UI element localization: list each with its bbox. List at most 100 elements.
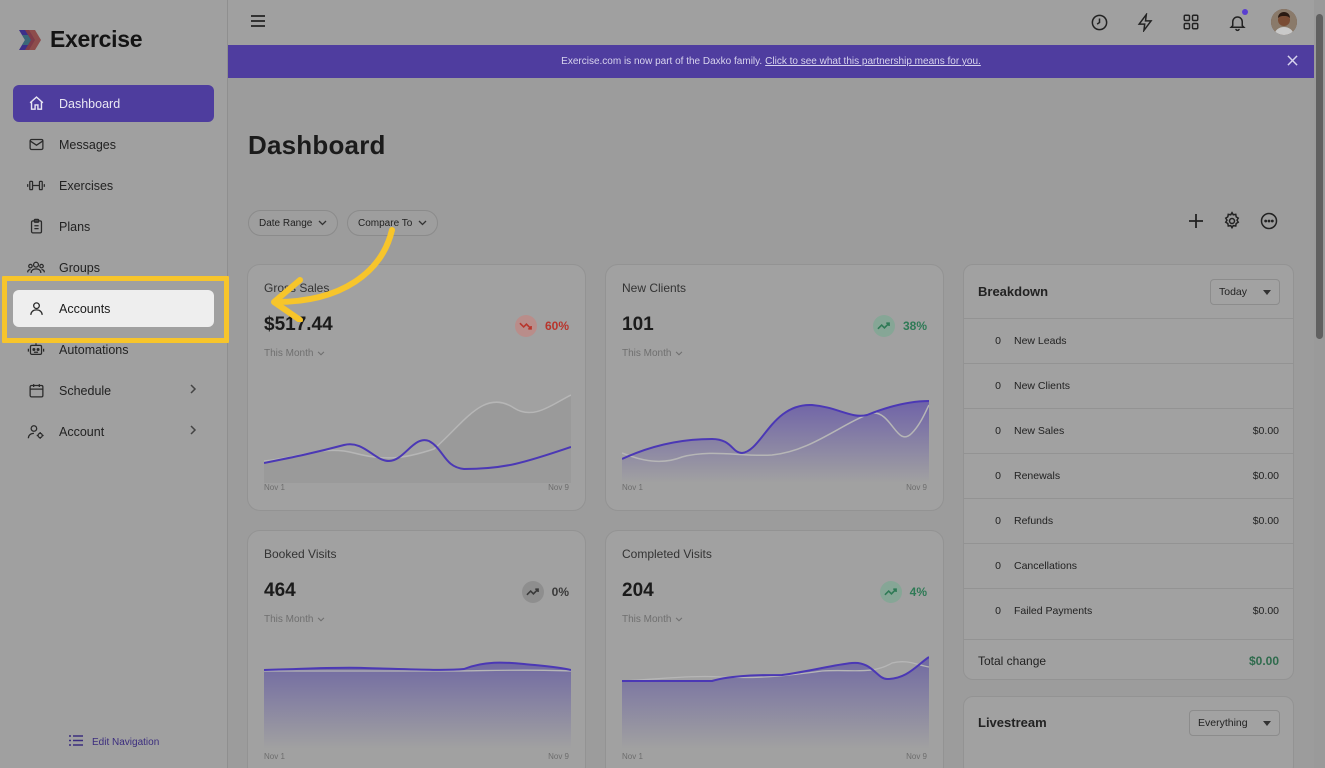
total-amount: $0.00	[1248, 653, 1279, 668]
home-icon	[27, 95, 45, 113]
chevron-down-icon	[676, 617, 683, 622]
row-label: New Leads	[1014, 335, 1067, 347]
x-axis-start: Nov 1	[264, 483, 285, 492]
annotation-arrow	[271, 227, 395, 322]
breakdown-row[interactable]: 0 New Sales $0.00	[964, 408, 1293, 453]
card-value: 204	[622, 580, 654, 601]
compare-area	[264, 395, 571, 483]
breakdown-row[interactable]: 0 Cancellations	[964, 543, 1293, 588]
dashboard-actions	[1187, 211, 1279, 236]
sidebar-item-groups[interactable]: Groups	[13, 249, 214, 286]
date-range-label: Date Range	[259, 217, 313, 229]
sidebar-item-plans[interactable]: Plans	[13, 208, 214, 245]
compare-line	[264, 669, 571, 672]
sidebar-item-automations[interactable]: Automations	[13, 331, 214, 368]
card-period[interactable]: This Month	[622, 348, 683, 359]
page-scrollbar[interactable]	[1314, 0, 1325, 768]
breakdown-row[interactable]: 0 New Clients	[964, 363, 1293, 408]
row-label: Refunds	[1014, 515, 1054, 527]
row-amount: $0.00	[1252, 605, 1279, 617]
row-count: 0	[995, 380, 1001, 392]
announcement-banner: Exercise.com is now part of the Daxko fa…	[228, 45, 1314, 78]
brand-logo[interactable]: Exercise	[16, 26, 143, 53]
card-period-label: This Month	[622, 348, 672, 359]
livestream-panel: Livestream Everything	[963, 696, 1294, 768]
sidebar-item-label: Accounts	[59, 301, 111, 316]
livestream-title: Livestream	[978, 715, 1047, 730]
row-count: 0	[995, 560, 1001, 572]
chevron-right-icon	[188, 383, 198, 398]
banner-text: Exercise.com is now part of the Daxko fa…	[561, 56, 763, 67]
sidebar-item-dashboard[interactable]: Dashboard	[13, 85, 214, 122]
breakdown-row[interactable]: 0 New Leads	[964, 318, 1293, 363]
new-clients-chart	[622, 400, 929, 483]
x-axis-start: Nov 1	[622, 752, 643, 761]
dumbbell-icon	[27, 177, 45, 195]
plus-icon[interactable]	[1187, 212, 1205, 235]
chevron-right-icon	[188, 424, 198, 439]
date-range-filter[interactable]: Date Range	[248, 210, 339, 236]
sidebar-item-label: Exercises	[59, 178, 114, 193]
brand-name: Exercise	[50, 26, 143, 52]
breakdown-row[interactable]: 0 Refunds $0.00	[964, 498, 1293, 543]
row-label: Failed Payments	[1014, 605, 1093, 617]
sidebar-item-messages[interactable]: Messages	[13, 126, 214, 163]
breakdown-rows: 0 New Leads 0 New Clients 0 New Sales $0…	[964, 318, 1293, 633]
breakdown-row[interactable]: 0 Failed Payments $0.00	[964, 588, 1293, 633]
lightning-icon[interactable]	[1133, 10, 1157, 34]
sidebar-item-label: Messages	[59, 137, 116, 152]
primary-area	[622, 657, 929, 749]
primary-area	[264, 662, 571, 749]
apps-grid-icon[interactable]	[1179, 10, 1203, 34]
x-axis-end: Nov 9	[906, 752, 927, 761]
card-period[interactable]: This Month	[622, 614, 683, 625]
sidebar-item-account[interactable]: Account	[13, 413, 214, 450]
caret-down-icon	[1263, 290, 1271, 295]
bell-icon[interactable]	[1225, 9, 1249, 34]
row-count: 0	[995, 605, 1001, 617]
breakdown-row[interactable]: 0 Renewals $0.00	[964, 453, 1293, 498]
top-bar	[228, 0, 1325, 45]
calendar-icon	[27, 382, 45, 400]
gear-icon[interactable]	[1222, 211, 1242, 236]
edit-navigation-link[interactable]: Edit Navigation	[68, 734, 159, 750]
avatar[interactable]	[1271, 9, 1297, 35]
breakdown-panel: Breakdown Today 0 New Leads 0 New Client…	[963, 264, 1294, 680]
more-icon[interactable]	[1259, 211, 1279, 236]
total-label: Total change	[978, 653, 1047, 668]
card-period-label: This Month	[622, 614, 672, 625]
row-count: 0	[995, 470, 1001, 482]
banner-link[interactable]: Click to see what this partnership means…	[765, 56, 981, 67]
clock-icon[interactable]	[1087, 10, 1111, 34]
compare-line	[622, 404, 929, 463]
card-value: 464	[264, 580, 296, 601]
completed-visits-card[interactable]: Completed Visits 204 This Month 4% Nov 1…	[605, 530, 944, 768]
sidebar: Exercise Dashboard Messages Exercises Pl…	[0, 0, 228, 768]
sidebar-item-accounts[interactable]: Accounts	[13, 290, 214, 327]
scrollbar-thumb[interactable]	[1316, 14, 1323, 339]
close-icon[interactable]	[1287, 55, 1298, 69]
livestream-filter-select[interactable]: Everything	[1189, 710, 1280, 736]
gross-sales-card[interactable]: Gross Sales $517.44 This Month 60% Nov 1…	[247, 264, 586, 511]
sidebar-item-schedule[interactable]: Schedule	[13, 372, 214, 409]
breakdown-range-select[interactable]: Today	[1210, 279, 1280, 305]
sidebar-item-exercises[interactable]: Exercises	[13, 167, 214, 204]
chevron-down-icon	[318, 617, 325, 622]
user-gear-icon	[27, 423, 45, 441]
card-change-value: 60%	[544, 319, 569, 333]
sidebar-item-label: Groups	[59, 260, 100, 275]
card-period[interactable]: This Month	[264, 614, 325, 625]
sidebar-item-label: Plans	[59, 219, 91, 234]
menu-icon[interactable]	[250, 14, 266, 33]
primary-line	[264, 439, 571, 471]
trend-down-icon	[514, 315, 537, 337]
card-value: $517.44	[264, 314, 333, 335]
booked-visits-card[interactable]: Booked Visits 464 This Month 0% Nov 1 No…	[247, 530, 586, 768]
compare-line	[622, 661, 929, 682]
new-clients-card[interactable]: New Clients 101 This Month 38% Nov 1 Nov…	[605, 264, 944, 511]
caret-down-icon	[1263, 721, 1271, 726]
mail-icon	[27, 136, 45, 154]
row-label: Cancellations	[1014, 560, 1078, 572]
breakdown-total: Total change $0.00	[964, 639, 1293, 681]
card-period[interactable]: This Month	[264, 348, 325, 359]
